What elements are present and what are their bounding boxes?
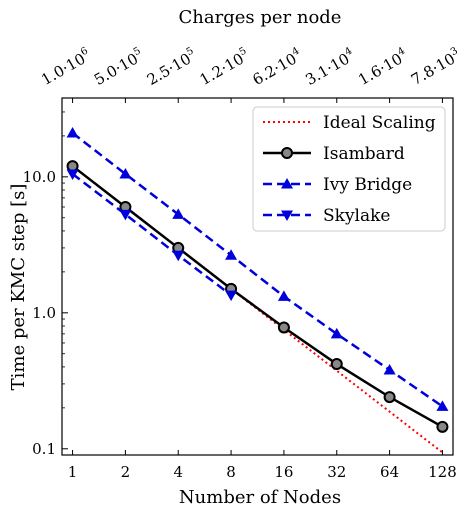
point-marker xyxy=(225,290,238,302)
series-ivy-bridge xyxy=(66,127,449,411)
top-tick-mantissa: 1.6·10 xyxy=(355,50,405,89)
y-axis-title: Time per KMC step [s] xyxy=(8,184,29,391)
point-marker xyxy=(383,391,396,404)
point-marker xyxy=(119,167,132,179)
legend-entry: Skylake xyxy=(263,206,391,226)
top-tick-label: 1.2·105 xyxy=(196,45,252,89)
x-tick-label: 1 xyxy=(68,463,78,481)
top-tick-label: 3.1·104 xyxy=(302,45,358,89)
top-tick-mantissa: 1.2·10 xyxy=(197,50,247,89)
y-tick-label: 1.0 xyxy=(32,304,56,322)
y-axis-title-unit: [s] xyxy=(8,184,29,207)
top-tick-label: 1.6·104 xyxy=(355,45,411,89)
top-tick-mantissa: 3.1·10 xyxy=(302,50,352,89)
point-marker xyxy=(281,210,293,221)
top-tick-mantissa: 7.8·10 xyxy=(408,50,458,89)
legend-label: Ideal Scaling xyxy=(323,113,436,133)
x-tick-label: 16 xyxy=(274,463,293,481)
x-axis-ticks: 1 2 4 8 16 32 64 128 xyxy=(68,450,457,481)
plot-frame xyxy=(61,97,454,456)
top-tick-mantissa: 2.5·10 xyxy=(144,50,194,89)
point-marker xyxy=(281,178,293,189)
point-marker xyxy=(172,208,185,219)
point-marker xyxy=(277,290,290,301)
top-tick-label: 7.8·103 xyxy=(408,45,464,89)
top-tick-mantissa: 6.2·10 xyxy=(249,50,299,89)
top-tick-exponent: 4 xyxy=(396,45,407,58)
y-tick-label: 0.1 xyxy=(32,440,56,458)
top-tick-exponent: 5 xyxy=(185,45,196,58)
legend: Ideal Scaling Isambard Ivy Bridge Skylake xyxy=(252,106,446,232)
top-axis-title: Charges per node xyxy=(179,7,342,28)
x-tick-label: 2 xyxy=(121,463,131,481)
top-tick-exponent: 4 xyxy=(343,45,354,58)
legend-label: Ivy Bridge xyxy=(323,175,412,195)
x-tick-label: 32 xyxy=(327,463,346,481)
top-tick-exponent: 4 xyxy=(290,45,301,58)
top-tick-exponent: 3 xyxy=(449,45,460,58)
y-axis-title-main: Time per KMC step xyxy=(8,207,29,390)
point-marker xyxy=(383,363,396,375)
legend-label: Isambard xyxy=(323,144,405,164)
legend-label: Skylake xyxy=(323,206,391,226)
top-tick-exponent: 5 xyxy=(132,45,143,58)
x-tick-label: 64 xyxy=(380,463,399,481)
top-tick-mantissa: 5.0·10 xyxy=(91,50,141,89)
legend-entry: Isambard xyxy=(263,144,405,164)
top-tick-label: 6.2·104 xyxy=(249,45,305,89)
point-marker xyxy=(225,249,238,260)
series-layer xyxy=(66,127,449,454)
x-tick-label: 4 xyxy=(173,463,183,481)
point-marker xyxy=(281,147,293,159)
legend-entry: Ivy Bridge xyxy=(263,175,412,195)
point-marker xyxy=(330,327,343,339)
point-marker xyxy=(66,169,79,180)
point-marker xyxy=(436,420,449,433)
point-marker xyxy=(66,127,79,138)
y-axis-ticks: 0.1 1.0 10.0 xyxy=(23,111,68,458)
x-axis-title: Number of Nodes xyxy=(179,487,341,508)
top-axis-ticks: 1.0·106 5.0·105 2.5·105 1.2·105 6.2·104 3.1·1… xyxy=(38,45,464,103)
series-skylake xyxy=(66,169,238,302)
legend-entry: Ideal Scaling xyxy=(263,113,436,133)
x-tick-label: 8 xyxy=(226,463,236,481)
legend-box xyxy=(252,106,446,232)
x-tick-label: 128 xyxy=(428,463,457,481)
point-marker xyxy=(172,250,185,262)
top-tick-exponent: 6 xyxy=(79,45,90,58)
series-line xyxy=(71,132,444,408)
point-marker xyxy=(277,321,290,334)
top-tick-label: 5.0·105 xyxy=(90,45,146,89)
series-line xyxy=(71,172,232,297)
y-tick-label: 10.0 xyxy=(23,168,56,186)
top-tick-label: 2.5·105 xyxy=(143,45,199,89)
top-tick-label: 1.0·106 xyxy=(38,45,94,89)
top-tick-exponent: 5 xyxy=(237,45,248,58)
point-marker xyxy=(436,400,449,411)
series-line xyxy=(71,165,444,428)
top-tick-mantissa: 1.0·10 xyxy=(38,50,88,89)
point-marker xyxy=(119,209,132,221)
point-marker xyxy=(330,358,343,371)
